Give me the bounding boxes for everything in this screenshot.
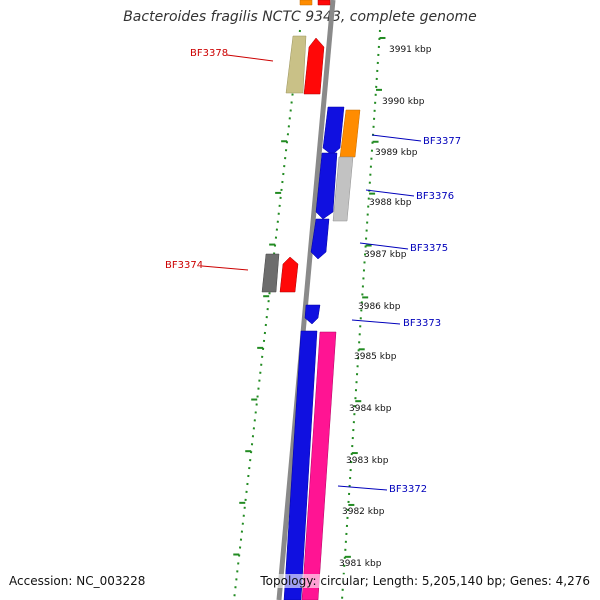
gene-label-bf3374[interactable]: BF3374 <box>165 260 203 271</box>
feature-gray[interactable] <box>332 156 354 222</box>
callout-line-bf3374 <box>201 265 249 271</box>
scale-label: 3982 kbp <box>342 507 385 517</box>
feature-blue-long[interactable] <box>283 330 318 600</box>
genome-backbone <box>276 0 336 600</box>
gene-label-bf3376[interactable]: BF3376 <box>416 191 454 202</box>
feature-blue-3[interactable] <box>310 218 330 260</box>
scale-label: 3987 kbp <box>364 250 407 260</box>
scale-label: 3984 kbp <box>349 404 392 414</box>
feature-pink-long[interactable] <box>301 331 337 600</box>
callout-line-bf3378 <box>226 54 274 62</box>
scale-label: 3981 kbp <box>339 559 382 569</box>
callout-lines <box>201 54 422 491</box>
accession-text: Accession: NC_003228 <box>9 574 146 588</box>
gene-label-bf3372[interactable]: BF3372 <box>389 484 427 495</box>
feature-blue-2[interactable] <box>315 152 338 220</box>
scale-label: 3991 kbp <box>389 45 432 55</box>
genome-summary-text: Topology: circular; Length: 5,205,140 bp… <box>260 574 590 588</box>
feature-khaki[interactable] <box>285 35 307 94</box>
gene-label-bf3373[interactable]: BF3373 <box>403 318 441 329</box>
gene-labels: BF3378 BF3377 BF3376 BF3375 BF3374 BF337… <box>165 48 461 495</box>
callout-line-bf3376 <box>365 189 415 197</box>
gene-label-bf3378[interactable]: BF3378 <box>190 48 228 59</box>
scale-labels: 3991 kbp 3990 kbp 3989 kbp 3988 kbp 3987… <box>339 45 432 569</box>
feature-top-orange[interactable] <box>299 0 313 6</box>
scale-label: 3985 kbp <box>354 352 397 362</box>
feature-orange[interactable] <box>339 109 361 158</box>
map-title: Bacteroides fragilis NCTC 9343, complete… <box>123 9 477 25</box>
callout-line-bf3377 <box>371 134 422 142</box>
gene-label-bf3377[interactable]: BF3377 <box>423 136 461 147</box>
feature-top-red[interactable] <box>317 0 331 6</box>
callout-line-bf3373 <box>351 319 401 325</box>
callout-line-bf3375 <box>359 242 409 250</box>
scale-label: 3989 kbp <box>375 148 418 158</box>
feature-blue-1[interactable] <box>322 106 345 156</box>
callout-line-bf3372 <box>337 485 388 491</box>
scale-label: 3983 kbp <box>346 456 389 466</box>
feature-blue-4[interactable] <box>304 304 321 325</box>
gene-label-bf3375[interactable]: BF3375 <box>410 243 448 254</box>
scale-label: 3986 kbp <box>358 302 401 312</box>
feature-red-1[interactable] <box>303 37 325 95</box>
scale-label: 3988 kbp <box>369 198 412 208</box>
right-major-ticks <box>344 36 386 558</box>
feature-darkgray[interactable] <box>261 253 280 293</box>
feature-red-2[interactable] <box>279 256 299 293</box>
scale-label: 3990 kbp <box>382 97 425 107</box>
features <box>261 0 361 600</box>
